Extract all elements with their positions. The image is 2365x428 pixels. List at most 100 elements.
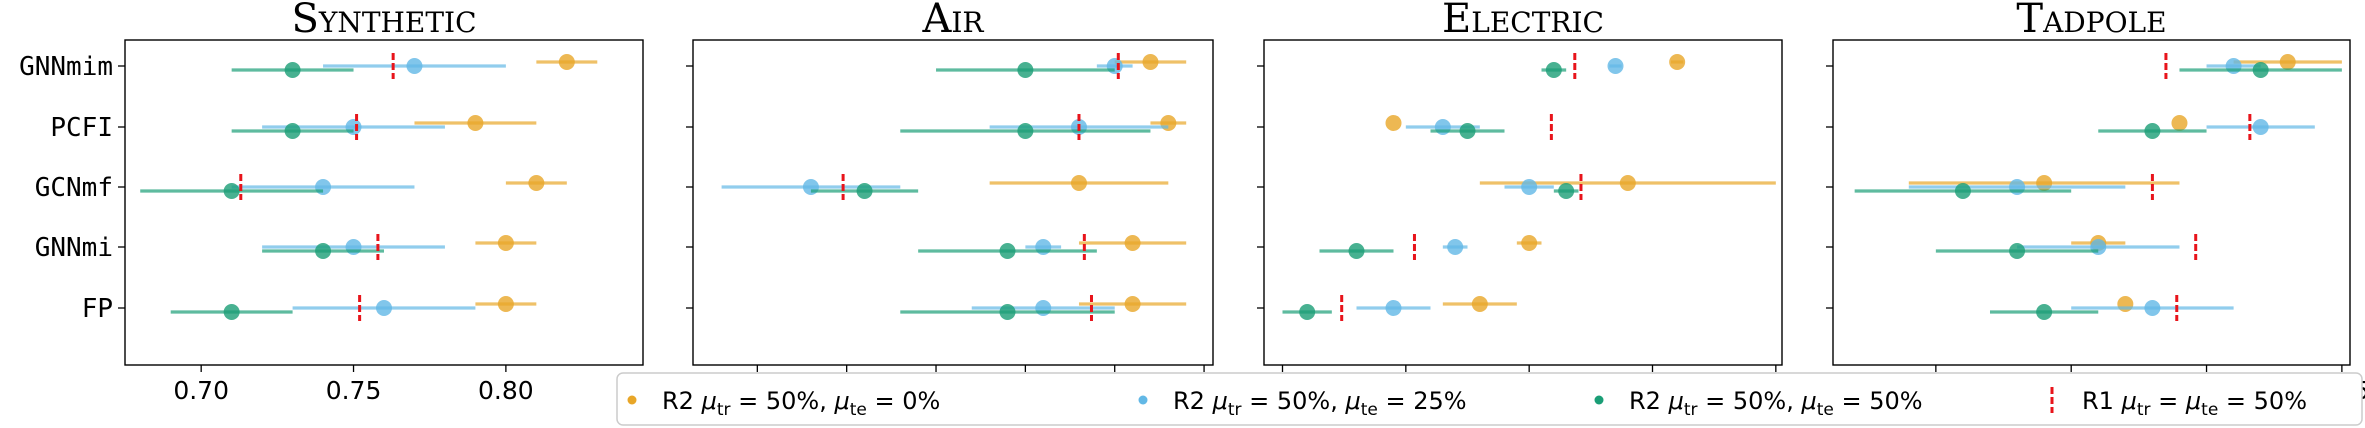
point-te50: [223, 304, 240, 320]
point-te25: [406, 58, 423, 74]
legend-marker-te50: [1594, 395, 1604, 405]
legend-text-part: = 0%: [867, 387, 940, 415]
point-te25: [1447, 239, 1464, 255]
category-label: GCNmf: [35, 173, 113, 203]
panel-title: Air: [921, 0, 984, 42]
point-te25: [315, 179, 332, 195]
point-te0: [558, 54, 575, 70]
point-te25: [2252, 119, 2269, 135]
panel-synthetic: Synthetic 0.70 0.75 0.80 GNNmim PCFI GCNmf GNNm…: [19, 0, 644, 405]
point-te0: [1124, 235, 1141, 251]
legend-text-part: μ: [1212, 387, 1228, 415]
point-te50: [1459, 123, 1476, 139]
legend-subscript: tr: [1684, 400, 1698, 420]
point-te0: [1070, 175, 1087, 191]
point-te0: [467, 115, 484, 131]
point-te0: [497, 296, 514, 312]
legend-label-te25: R2 μtr = 50%, μte = 25%: [1173, 387, 1467, 420]
point-te50: [223, 183, 240, 199]
legend-text-part: μ: [1668, 387, 1684, 415]
legend-text-part: R2: [1629, 387, 1669, 415]
panel-electric: Electric0.60.70.80.91.0: [1257, 0, 1796, 405]
point-te25: [2144, 300, 2161, 316]
legend-subscript: te: [850, 400, 867, 420]
panel-title: Synthetic: [291, 0, 476, 42]
point-te50: [2036, 304, 2053, 320]
legend-label-te0: R2 μtr = 50%, μte = 0%: [662, 387, 940, 420]
point-te0: [1385, 115, 1402, 131]
data-row-gnnmi: [1319, 234, 1542, 260]
point-te50: [2144, 123, 2161, 139]
category-label: GNNmim: [19, 52, 113, 82]
x-tick-label: 0.80: [478, 376, 534, 405]
legend-text-part: μ: [2185, 387, 2201, 415]
legend-subscript: te: [1361, 400, 1378, 420]
data-row-gnnmim: [936, 53, 1187, 79]
legend-text-part: R1: [2082, 387, 2122, 415]
data-row-gcnmf: [1479, 174, 1776, 200]
legend-text-part: R2: [662, 387, 702, 415]
data-row-gcnmf: [721, 174, 1169, 200]
x-tick-label: 0.70: [173, 376, 229, 405]
legend-subscript: te: [1817, 400, 1834, 420]
point-te0: [1142, 54, 1159, 70]
legend-marker-te0: [627, 395, 637, 405]
point-te50: [999, 304, 1016, 320]
point-te25: [2009, 179, 2026, 195]
point-te25: [1035, 239, 1052, 255]
legend-label-te50: R2 μtr = 50%, μte = 50%: [1629, 387, 1923, 420]
legend-text-part: = 50%,: [731, 387, 835, 415]
point-te25: [345, 119, 362, 135]
point-te0: [497, 235, 514, 251]
legend-subscript: te: [2201, 400, 2218, 420]
plot-frame: [124, 39, 644, 366]
point-te50: [1299, 304, 1316, 320]
point-te50: [315, 243, 332, 259]
point-te50: [284, 62, 301, 78]
data-row-pcfi: [900, 114, 1187, 140]
plot-frame: [692, 39, 1214, 366]
point-te50: [2252, 62, 2269, 78]
point-te50: [284, 123, 301, 139]
category-label: GNNmi: [35, 233, 113, 263]
point-te0: [2171, 115, 2188, 131]
legend-text-part: = 25%: [1378, 387, 1467, 415]
legend-box: [616, 372, 2363, 426]
point-te50: [1017, 62, 1034, 78]
legend-text-part: = 50%: [2218, 387, 2307, 415]
point-te0: [1471, 296, 1488, 312]
data-row-fp: [170, 295, 537, 321]
data-row-gnnmim: [231, 53, 598, 79]
legend-text-part: = 50%,: [1698, 387, 1802, 415]
point-te0: [2279, 54, 2296, 70]
point-te50: [1558, 183, 1575, 199]
point-te25: [1434, 119, 1451, 135]
point-te50: [999, 243, 1016, 259]
panel-air: Air0.650.700.750.800.850.90: [686, 0, 1232, 405]
point-te25: [376, 300, 392, 316]
legend-text-part: = 50%: [1834, 387, 1923, 415]
legend-text-part: μ: [833, 387, 849, 415]
data-row-gnnmim: [2164, 53, 2342, 79]
data-row-gcnmf: [1854, 174, 2180, 200]
legend-item-te50: R2 μtr = 50%, μte = 50%: [1594, 387, 1923, 420]
legend-label-r1: R1 μtr = μte = 50%: [2082, 387, 2307, 420]
point-te50: [1348, 243, 1365, 259]
point-te25: [1521, 179, 1538, 195]
point-te0: [1521, 235, 1538, 251]
data-row-gnnmi: [262, 234, 537, 260]
panel-title: Tadpole: [2016, 0, 2166, 42]
data-row-gnnmi: [1935, 234, 2198, 260]
data-row-pcfi: [1385, 114, 1553, 140]
plot-frame: [1832, 39, 2351, 366]
plot-frame: [1263, 39, 1783, 366]
data-row-gnnmim: [1541, 53, 1686, 79]
point-te25: [1607, 58, 1624, 74]
legend-item-te25: R2 μtr = 50%, μte = 25%: [1138, 387, 1467, 420]
point-te25: [2090, 239, 2107, 255]
data-row-gcnmf: [140, 174, 567, 200]
point-te50: [1545, 62, 1562, 78]
data-row-pcfi: [2098, 114, 2315, 140]
legend-subscript: tr: [717, 400, 731, 420]
legend-subscript: tr: [2137, 400, 2151, 420]
